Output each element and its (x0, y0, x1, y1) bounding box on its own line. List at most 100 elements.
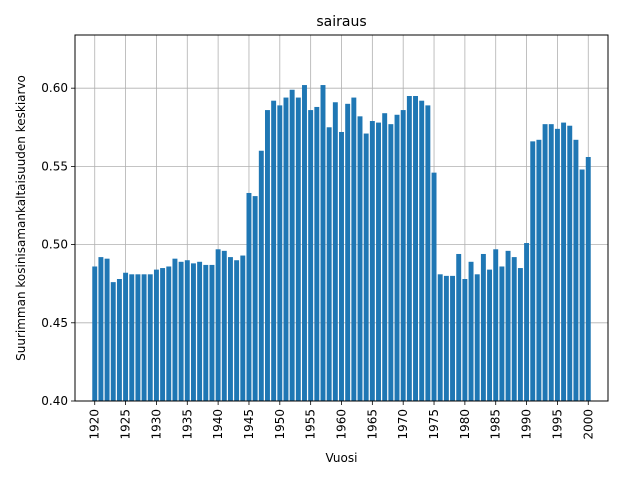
x-tick-label: 1980 (458, 409, 472, 440)
bar (283, 97, 289, 402)
x-tick-label: 1955 (304, 409, 318, 440)
bar (517, 268, 523, 401)
bar (450, 275, 456, 401)
bar (585, 157, 591, 401)
bar (302, 85, 307, 402)
bar (153, 269, 159, 401)
x-tick-label: 1945 (242, 409, 256, 440)
bar (203, 264, 209, 401)
y-axis-ticks: 0.40 0.45 0.50 0.55 0.60 (41, 81, 75, 408)
bar (468, 261, 474, 401)
bar (135, 274, 141, 401)
bar (332, 102, 338, 401)
x-tick-label: 1985 (489, 409, 503, 440)
bar (252, 196, 258, 401)
bar (92, 266, 98, 401)
bar (271, 100, 277, 401)
bar (388, 124, 394, 402)
bar (413, 96, 418, 401)
bar (308, 110, 314, 402)
y-tick-label: 0.45 (41, 316, 68, 330)
bar (314, 106, 320, 401)
y-tick-label: 0.60 (41, 81, 68, 95)
bar (147, 274, 153, 401)
chart-title: sairaus (316, 14, 366, 30)
bar (258, 150, 264, 401)
bar (419, 100, 425, 401)
bar (339, 131, 344, 401)
bar (178, 261, 184, 401)
bar (172, 258, 178, 401)
bar (524, 243, 530, 401)
bar (437, 274, 443, 401)
bar (104, 258, 110, 401)
bar (197, 261, 203, 401)
bar (123, 272, 129, 401)
bar (240, 255, 246, 401)
bar (554, 128, 560, 401)
bar (160, 268, 166, 401)
bar (511, 257, 517, 401)
bar (129, 274, 135, 401)
bar (320, 85, 326, 402)
bar (573, 139, 579, 402)
x-tick-label: 1920 (88, 409, 102, 440)
bar (246, 192, 252, 401)
x-tick-label: 1950 (273, 409, 287, 440)
bar (536, 139, 542, 402)
y-tick-label: 0.55 (41, 159, 68, 173)
bar (215, 249, 221, 401)
bar (425, 105, 431, 401)
y-axis-label: Suurimman kosinisamankaltaisuuden keskia… (14, 75, 28, 361)
x-tick-label: 1960 (335, 409, 349, 440)
bar (190, 263, 196, 401)
bar (474, 274, 480, 401)
x-axis-ticks: 1920 1925 1930 1935 1940 1945 1950 1955 1960 1965… (88, 401, 595, 440)
x-tick-label: 1995 (550, 409, 564, 440)
bars (92, 85, 591, 402)
bar (376, 122, 381, 401)
y-tick-label: 0.50 (41, 238, 68, 252)
x-tick-label: 1925 (119, 409, 133, 440)
bar (456, 253, 462, 401)
x-tick-label: 1940 (211, 409, 225, 440)
bar (443, 275, 449, 401)
bar (561, 122, 567, 401)
bar (487, 269, 493, 401)
bar (394, 114, 400, 402)
bar (369, 121, 375, 402)
bar (493, 249, 499, 401)
bar (227, 257, 233, 401)
bar (345, 103, 351, 402)
bar (542, 124, 548, 402)
bar (265, 110, 270, 402)
bar (431, 172, 437, 401)
bar (357, 116, 363, 401)
bar (110, 282, 116, 401)
bar (221, 250, 227, 401)
bar (289, 89, 295, 401)
bar (116, 279, 122, 401)
x-tick-label: 1965 (365, 409, 379, 440)
bar (462, 279, 468, 401)
bar (480, 253, 486, 401)
bar (505, 250, 511, 401)
bar (351, 97, 357, 402)
bar (530, 141, 536, 401)
x-tick-label: 1975 (427, 409, 441, 440)
bar (382, 113, 388, 401)
x-tick-label: 1990 (520, 409, 534, 440)
bar (166, 266, 172, 401)
x-axis-label: Vuosi (326, 451, 358, 465)
bar (326, 127, 332, 402)
bar (363, 133, 369, 402)
bar (406, 96, 412, 401)
x-tick-label: 1930 (149, 409, 163, 440)
bar (579, 169, 585, 401)
x-tick-label: 2000 (581, 409, 595, 440)
bar (548, 124, 554, 402)
bar (567, 125, 573, 401)
bar (277, 105, 283, 401)
bar (184, 260, 190, 401)
